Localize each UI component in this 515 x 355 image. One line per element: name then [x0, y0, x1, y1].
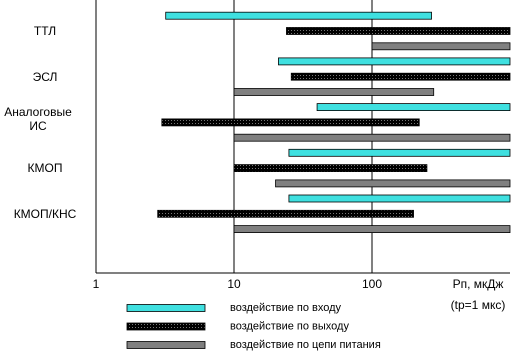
x-axis-note: (tp=1 мкс) — [451, 298, 506, 312]
legend-label: воздействие по цепи питания — [230, 339, 381, 351]
category-label: Аналоговые ИС — [4, 105, 72, 134]
bar — [165, 11, 432, 20]
bar — [371, 42, 511, 51]
bar — [316, 103, 511, 111]
bar — [161, 118, 420, 127]
bar — [233, 225, 511, 234]
bar — [275, 179, 511, 188]
bar — [278, 57, 511, 66]
legend-label: воздействие по выходу — [230, 320, 349, 332]
x-axis-label: Pп, мкДж — [453, 277, 504, 291]
bar — [290, 72, 511, 81]
bar — [233, 88, 435, 96]
legend-swatch — [126, 322, 206, 331]
x-tick-label: 10 — [227, 277, 241, 291]
legend-swatch — [126, 341, 206, 349]
category-label: КМОП — [27, 161, 63, 176]
bar — [157, 209, 414, 218]
x-tick-label: 1 — [93, 277, 100, 291]
bar — [233, 133, 511, 142]
bar — [288, 148, 511, 157]
bar — [233, 164, 428, 173]
category-label: КМОП/КНС — [13, 206, 77, 221]
bar — [286, 27, 511, 35]
legend-label: воздействие по входу — [230, 302, 342, 314]
category-label: ТТЛ — [33, 24, 57, 38]
legend-swatch — [126, 304, 206, 312]
category-label: ЭСЛ — [32, 69, 58, 84]
bar — [288, 194, 511, 203]
x-tick-label: 100 — [362, 277, 382, 291]
